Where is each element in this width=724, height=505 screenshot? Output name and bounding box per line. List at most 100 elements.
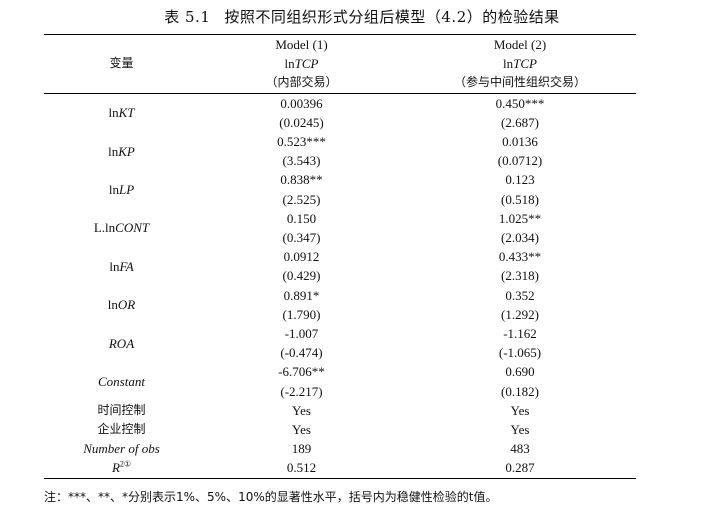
model1-coef: 0.838** <box>280 172 323 188</box>
coef-row: lnKT 0.00396 0.450*** <box>44 92 636 133</box>
variable-prefix: ln <box>108 182 119 198</box>
se-row: (0.429) (2.318) <box>44 266 636 285</box>
model1-tstat: (2.525) <box>282 191 321 207</box>
model2-tstat: (0.518) <box>501 191 539 207</box>
variable-prefix: ln <box>108 143 119 159</box>
variable-name: ROA <box>44 324 199 362</box>
variable-prefix: ln <box>107 297 118 313</box>
model1-control: Yes <box>292 402 311 418</box>
model1-coef: -1.007 <box>284 326 319 342</box>
model1-subtitle: （内部交易） <box>265 75 338 90</box>
model1-coef: 0.150 <box>286 210 317 226</box>
se-row: (2.525) (0.518) <box>44 190 636 209</box>
model1-tstat: (0.347) <box>282 230 321 246</box>
table-caption: 按照不同组织形式分组后模型（4.2）的检验结果 <box>224 8 560 26</box>
table-number: 表 5.1 <box>164 8 211 26</box>
model1-tstat: (-2.217) <box>280 383 323 399</box>
obs-row: Number of obs 189 483 <box>44 439 636 458</box>
model2-coef: 0.450*** <box>404 92 636 113</box>
coef-row: lnKP 0.523*** 0.0136 <box>44 132 636 159</box>
coef-row: lnLP 0.838** 0.123 <box>44 170 636 197</box>
model2-coef: 0.690 <box>505 364 535 380</box>
model1-tstat: (3.543) <box>282 153 321 169</box>
table-note: 注：***、**、*分别表示1%、5%、10%的显著性水平，括号内为稳健性检验的… <box>44 490 498 504</box>
variable-header: 变量 <box>44 34 199 94</box>
variable-name: lnFA <box>44 247 199 285</box>
table-title: 表 5.1 按照不同组织形式分组后模型（4.2）的检验结果 <box>0 6 724 27</box>
model1-coef: 0.00396 <box>199 92 404 113</box>
se-row: (3.543) (0.0712) <box>44 151 636 170</box>
model2-coef: 0.433** <box>498 249 542 265</box>
se-row: (0.347) (2.034) <box>44 228 636 247</box>
model1-dep-var: lnTCP <box>284 56 319 72</box>
control-row: 时间控制 Yes Yes <box>44 401 636 420</box>
model1-control: Yes <box>292 422 311 438</box>
model1-obs: 189 <box>291 441 312 457</box>
variable-symbol: FA <box>119 258 134 274</box>
model1-tstat: (0.0245) <box>279 114 324 130</box>
r2-label: R2① <box>44 458 199 479</box>
variable-name: L.lnCONT <box>44 209 199 247</box>
r2-row: R2① 0.512 0.287 <box>44 458 636 479</box>
se-row: (-0.474) (-1.065) <box>44 343 636 362</box>
variable-symbol: OR <box>117 297 136 313</box>
header-row-sub: （内部交易） （参与中间性组织交易） <box>44 73 636 93</box>
se-row: (0.0245) (2.687) <box>44 113 636 132</box>
model1-coef: 0.523*** <box>277 134 326 150</box>
model2-obs: 483 <box>510 441 530 457</box>
coef-row: Constant -6.706** 0.690 <box>44 362 636 389</box>
model1-r2: 0.512 <box>199 458 404 479</box>
r2-superscript: 2① <box>119 460 132 470</box>
model2-coef: 0.0136 <box>502 134 538 150</box>
r2-symbol: R <box>111 460 120 476</box>
coef-row: lnOR 0.891* 0.352 <box>44 286 636 313</box>
control-label: 时间控制 <box>97 402 146 417</box>
model2-tstat: (1.292) <box>501 306 539 322</box>
control-label: 企业控制 <box>97 422 146 437</box>
model2-subtitle: （参与中间性组织交易） <box>453 75 586 90</box>
model2-tstat: (2.034) <box>501 230 539 246</box>
variable-symbol: CONT <box>115 220 150 236</box>
model1-header: Model (1) <box>199 34 404 55</box>
model2-coef: -1.162 <box>503 326 537 342</box>
model1-tstat: (0.429) <box>282 268 321 284</box>
variable-name: lnLP <box>44 170 199 208</box>
model2-tstat: (2.318) <box>501 268 539 284</box>
model1-tstat: (-0.474) <box>280 345 323 361</box>
model2-coef: 0.352 <box>505 287 535 303</box>
control-row: 企业控制 Yes Yes <box>44 420 636 439</box>
model2-dep-var: lnTCP <box>503 56 537 72</box>
model2-tstat: (0.182) <box>501 383 539 399</box>
model1-coef: -6.706** <box>278 364 325 380</box>
variable-symbol: Constant <box>98 374 145 390</box>
obs-label-text: Number of obs <box>83 441 160 457</box>
variable-symbol: KP <box>118 143 135 159</box>
variable-name: lnKP <box>44 132 199 170</box>
variable-name: Constant <box>44 362 199 400</box>
model2-tstat: (0.0712) <box>497 153 543 169</box>
se-row: (-2.217) (0.182) <box>44 382 636 401</box>
variable-symbol: LP <box>118 182 135 198</box>
model2-control: Yes <box>510 422 530 438</box>
header-row-model: 变量 Model (1) Model (2) <box>44 34 636 94</box>
model2-r2: 0.287 <box>404 458 636 479</box>
variable-symbol: KT <box>118 105 135 121</box>
model2-coef: 0.123 <box>505 172 535 188</box>
coef-row: lnFA 0.0912 0.433** <box>44 247 636 274</box>
model2-header: Model (2) <box>404 34 636 55</box>
se-row: (1.790) (1.292) <box>44 305 636 324</box>
variable-prefix: ln <box>108 105 119 121</box>
variable-name: lnOR <box>44 286 199 324</box>
model2-tstat: (-1.065) <box>498 345 542 361</box>
coef-row: L.lnCONT 0.150 1.025** <box>44 209 636 236</box>
header-row-dep: lnTCP lnTCP <box>44 54 636 73</box>
variable-symbol: ROA <box>108 335 135 351</box>
model2-control: Yes <box>510 402 530 418</box>
model1-tstat: (1.790) <box>282 306 321 322</box>
regression-table: 变量 Model (1) Model (2) lnTCP lnTCP （内部交易… <box>44 34 636 479</box>
model1-coef: 0.0912 <box>283 249 320 265</box>
model1-coef: 0.891* <box>283 287 320 303</box>
variable-prefix: L.ln <box>93 220 116 236</box>
coef-row: ROA -1.007 -1.162 <box>44 324 636 351</box>
variable-prefix: ln <box>109 258 120 274</box>
